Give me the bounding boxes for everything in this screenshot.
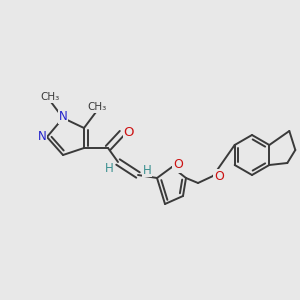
- Text: CH₃: CH₃: [87, 102, 106, 112]
- Text: H: H: [142, 164, 152, 176]
- Text: N: N: [38, 130, 46, 143]
- Text: N: N: [58, 110, 68, 124]
- Text: CH₃: CH₃: [40, 92, 60, 102]
- Text: O: O: [214, 169, 224, 182]
- Text: O: O: [124, 127, 134, 140]
- Text: O: O: [173, 158, 183, 172]
- Text: H: H: [105, 163, 113, 176]
